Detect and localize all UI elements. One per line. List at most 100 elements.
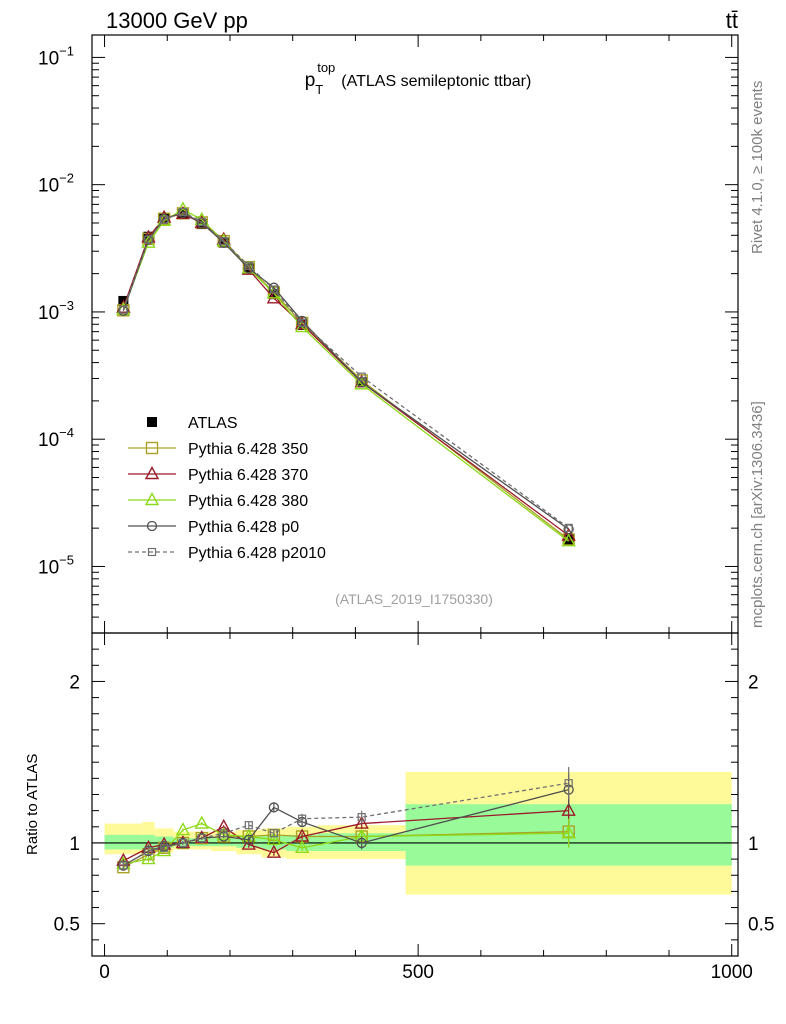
- ratio-point-p2010: [160, 843, 169, 852]
- legend-marker-p370: [144, 466, 160, 480]
- legend-marker-p350: [145, 441, 159, 455]
- data-point-p370: [561, 527, 576, 541]
- data-point-p0: [296, 315, 308, 327]
- ratio-panel: 0 500 1000 0.5 0.5 1 1 2 2 Ratio to ATLAS: [24, 632, 774, 983]
- y-tick-label: 10−4: [38, 425, 74, 451]
- ratio-point-p2010: [119, 861, 128, 870]
- data-point-p2010: [564, 523, 573, 532]
- side-label-top: Rivet 4.1.0, ≥ 100k events: [749, 81, 766, 254]
- ratio-point-p370: [266, 844, 282, 858]
- data-point-p2010: [178, 207, 188, 217]
- data-point-p0: [143, 234, 154, 245]
- legend-entry-atlas: ATLAS: [147, 415, 238, 432]
- data-point-p2010: [119, 305, 128, 314]
- legend: ATLAS Pythia 6.428 350 Pythia 6.428 370 Pyt…: [128, 415, 326, 562]
- ratio-point-p0: [177, 837, 189, 849]
- data-point-p0: [243, 263, 254, 274]
- legend-marker-atlas: [147, 417, 157, 427]
- x-tick-label: 1000: [711, 962, 753, 983]
- series-atlas: [118, 208, 574, 545]
- legend-entry-p0: Pythia 6.428 p0: [128, 519, 299, 536]
- y-tick-label: 10−5: [38, 552, 74, 578]
- ratio-point-p2010: [244, 821, 253, 830]
- uncertainty-band-inner: [104, 834, 143, 850]
- data-point-p2010: [160, 215, 169, 224]
- series-p370: [116, 205, 576, 541]
- ratio-point-p0: [143, 845, 154, 857]
- title-text: (ATLAS semileptonic ttbar): [341, 73, 531, 90]
- series-p380: [116, 201, 576, 547]
- ratio-point-p380: [561, 825, 576, 839]
- ratio-point-p380: [175, 822, 191, 836]
- main-panel-frame: [91, 34, 739, 634]
- y-tick-exponent: −1: [59, 43, 74, 58]
- ratio-axes: 0 500 1000 0.5 0.5 1 1 2 2: [54, 633, 774, 983]
- ratio-plot-area: [92, 767, 738, 895]
- y-tick-label: 10−3: [38, 298, 74, 324]
- ratio-point-p380: [194, 815, 209, 829]
- y-tick-label-left: 0.5: [54, 915, 80, 936]
- title-subscript: T: [315, 82, 323, 97]
- header-right: tt̄: [726, 8, 738, 33]
- y-tick-base: 10: [38, 430, 59, 451]
- title-superscript: top: [317, 60, 335, 75]
- y-tick-base: 10: [38, 176, 59, 197]
- series-line-p380: [122, 208, 570, 542]
- ratio-point-p380: [294, 839, 310, 853]
- y-tick-base: 10: [38, 303, 59, 324]
- title-main: p: [305, 70, 316, 91]
- ratio-point-p2010: [564, 779, 573, 788]
- ratio-point-p370: [354, 815, 369, 829]
- legend-label-p350: Pythia 6.428 350: [188, 441, 308, 458]
- chart-title: pTtop (ATLAS semileptonic ttbar): [305, 60, 532, 97]
- y-tick-exponent: −4: [59, 425, 74, 440]
- data-point-p2010: [144, 235, 153, 244]
- ratio-point-p0: [268, 802, 280, 813]
- legend-label-p370: Pythia 6.428 370: [188, 467, 308, 484]
- legend-label-p0: Pythia 6.428 p0: [188, 519, 299, 536]
- analysis-watermark: (ATLAS_2019_I1750330): [335, 591, 493, 607]
- data-point-p2010: [219, 237, 228, 246]
- series-line-p2010: [122, 211, 570, 529]
- y-tick-label-right: 0.5: [748, 915, 774, 936]
- ratio-point-p2010: [144, 846, 153, 856]
- y-tick-label-right: 2: [748, 672, 759, 693]
- main-axes: 10−110−210−310−410−5: [38, 35, 738, 634]
- ratio-point-p2010: [298, 814, 307, 823]
- y-tick-exponent: −5: [59, 552, 74, 567]
- legend-entry-p350: Pythia 6.428 350: [128, 441, 308, 458]
- ratio-point-p2010: [197, 834, 206, 843]
- y-tick-base: 10: [38, 557, 59, 578]
- data-point-p380: [354, 376, 369, 390]
- y-tick-exponent: −3: [59, 298, 74, 313]
- y-tick-label: 10−1: [38, 43, 74, 69]
- data-point-p2010: [197, 217, 206, 226]
- legend-label-p380: Pythia 6.428 380: [188, 493, 308, 510]
- ratio-point-p2010: [178, 838, 188, 848]
- y-tick-exponent: −2: [59, 171, 74, 186]
- legend-entry-p2010: Pythia 6.428 p2010: [128, 545, 326, 562]
- ratio-point-p0: [196, 832, 207, 844]
- x-tick-label: 0: [99, 962, 110, 983]
- ratio-point-p0: [356, 837, 367, 849]
- legend-marker-p2010: [147, 547, 157, 557]
- data-point-p2010: [244, 261, 253, 270]
- y-tick-label: 10−2: [38, 171, 74, 197]
- legend-marker-p0: [146, 520, 158, 532]
- header-left: 13000 GeV pp: [106, 8, 248, 33]
- ratio-point-p370: [216, 818, 231, 832]
- main-panel: 10−110−210−310−410−5 pTtop(ATLAS semilep…: [38, 34, 739, 634]
- legend-label-atlas: ATLAS: [188, 415, 238, 432]
- y-tick-base: 10: [38, 48, 59, 69]
- x-tick-label: 500: [402, 962, 434, 983]
- main-plot-area: [116, 201, 576, 547]
- y-tick-label-left: 1: [69, 834, 80, 855]
- series-p0: [118, 207, 574, 535]
- data-point-p0: [356, 377, 367, 388]
- legend-marker-p380: [144, 492, 160, 506]
- legend-label-p2010: Pythia 6.428 p2010: [188, 545, 326, 562]
- legend-entry-p380: Pythia 6.428 380: [128, 492, 308, 510]
- ratio-point-p2010: [357, 813, 366, 822]
- series-line-p370: [122, 213, 570, 537]
